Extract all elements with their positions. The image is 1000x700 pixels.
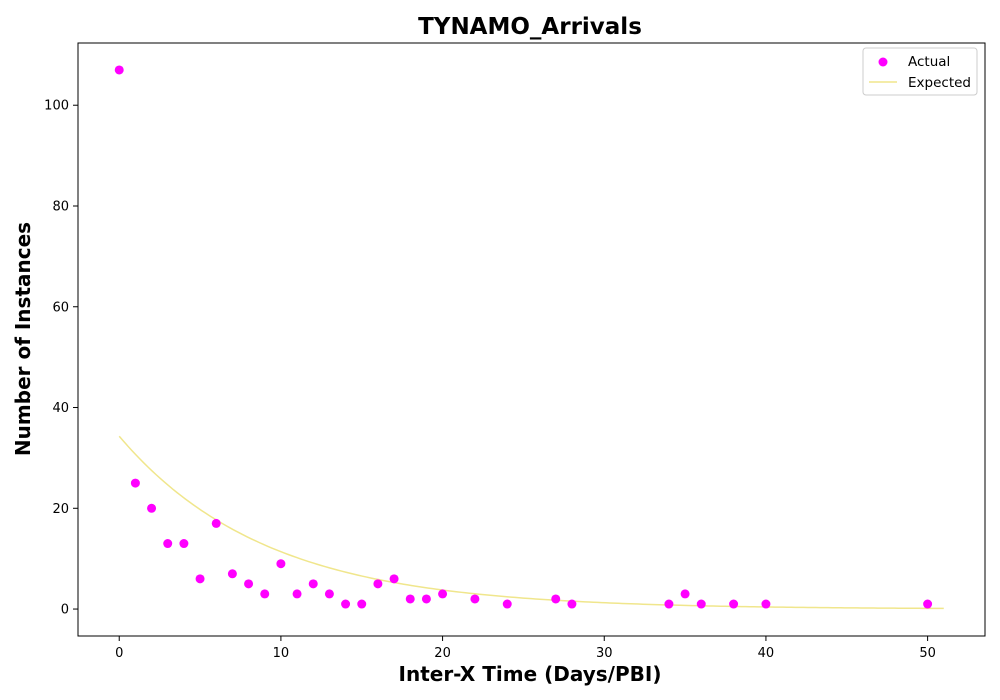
y-tick-label: 60 [52, 300, 69, 315]
data-point [373, 579, 383, 589]
data-point [179, 539, 189, 549]
legend-expected-label: Expected [908, 75, 971, 91]
x-tick-label: 30 [596, 646, 613, 661]
plot-frame [77, 42, 986, 637]
data-point [421, 594, 431, 604]
x-tick-label: 40 [758, 646, 775, 661]
data-point [680, 589, 690, 599]
expected-curve [118, 435, 944, 610]
y-tick-label: 80 [52, 199, 69, 214]
data-point [405, 594, 415, 604]
legend-box [862, 47, 978, 96]
data-point [567, 599, 577, 609]
y-tick-label: 20 [52, 502, 69, 517]
data-point [276, 559, 286, 569]
legend: Actual Expected [862, 47, 978, 96]
plot-area [114, 65, 944, 610]
data-point [696, 599, 706, 609]
data-point [341, 599, 351, 609]
data-point [114, 65, 124, 75]
data-point [130, 478, 140, 488]
data-point [260, 589, 270, 599]
data-point [227, 569, 237, 579]
x-tick-label: 20 [434, 646, 451, 661]
legend-actual-label: Actual [908, 54, 950, 70]
data-point [502, 599, 512, 609]
data-point [923, 599, 933, 609]
chart-title: TYNAMO_Arrivals [418, 14, 642, 40]
data-point [292, 589, 302, 599]
x-tick-label: 50 [919, 646, 936, 661]
data-point [551, 594, 561, 604]
x-tick-label: 0 [115, 646, 123, 661]
x-tick-label: 10 [273, 646, 290, 661]
legend-actual-marker [878, 57, 888, 67]
data-point [438, 589, 448, 599]
y-tick-label: 0 [61, 603, 69, 618]
data-point [163, 539, 173, 549]
y-tick-label: 40 [52, 401, 69, 416]
data-point [389, 574, 399, 584]
data-point [664, 599, 674, 609]
data-point [244, 579, 254, 589]
data-point [195, 574, 205, 584]
data-point [211, 518, 221, 528]
data-point [470, 594, 480, 604]
data-point [729, 599, 739, 609]
axes: 0 10 20 30 40 50 0 20 40 60 80 100 [44, 42, 986, 661]
y-axis-label: Number of Instances [11, 222, 35, 456]
data-point [324, 589, 334, 599]
x-axis-label: Inter-X Time (Days/PBI) [399, 662, 662, 686]
data-point [357, 599, 367, 609]
data-point [308, 579, 318, 589]
data-point [761, 599, 771, 609]
data-point [147, 503, 157, 513]
y-tick-label: 100 [44, 99, 69, 114]
